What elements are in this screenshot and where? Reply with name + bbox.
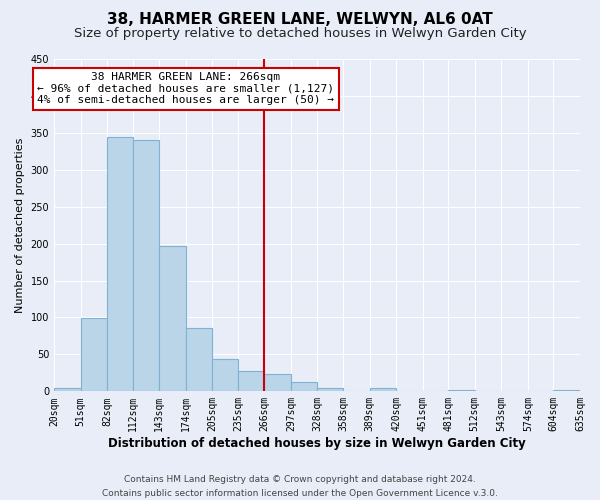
Bar: [80, 318, 107, 392]
Bar: [553, 390, 580, 392]
Bar: [133, 140, 159, 392]
Bar: [265, 374, 291, 392]
Text: Size of property relative to detached houses in Welwyn Garden City: Size of property relative to detached ho…: [74, 28, 526, 40]
Text: 38, HARMER GREEN LANE, WELWYN, AL6 0AT: 38, HARMER GREEN LANE, WELWYN, AL6 0AT: [107, 12, 493, 28]
Bar: [317, 388, 343, 392]
Bar: [238, 372, 265, 392]
Bar: [212, 359, 238, 392]
Bar: [370, 388, 396, 392]
Bar: [448, 390, 475, 392]
Bar: [107, 138, 133, 392]
Bar: [54, 388, 80, 392]
Bar: [186, 328, 212, 392]
X-axis label: Distribution of detached houses by size in Welwyn Garden City: Distribution of detached houses by size …: [108, 437, 526, 450]
Bar: [159, 246, 186, 392]
Text: Contains HM Land Registry data © Crown copyright and database right 2024.
Contai: Contains HM Land Registry data © Crown c…: [102, 476, 498, 498]
Bar: [291, 382, 317, 392]
Text: 38 HARMER GREEN LANE: 266sqm
← 96% of detached houses are smaller (1,127)
4% of : 38 HARMER GREEN LANE: 266sqm ← 96% of de…: [37, 72, 334, 106]
Y-axis label: Number of detached properties: Number of detached properties: [15, 138, 25, 313]
